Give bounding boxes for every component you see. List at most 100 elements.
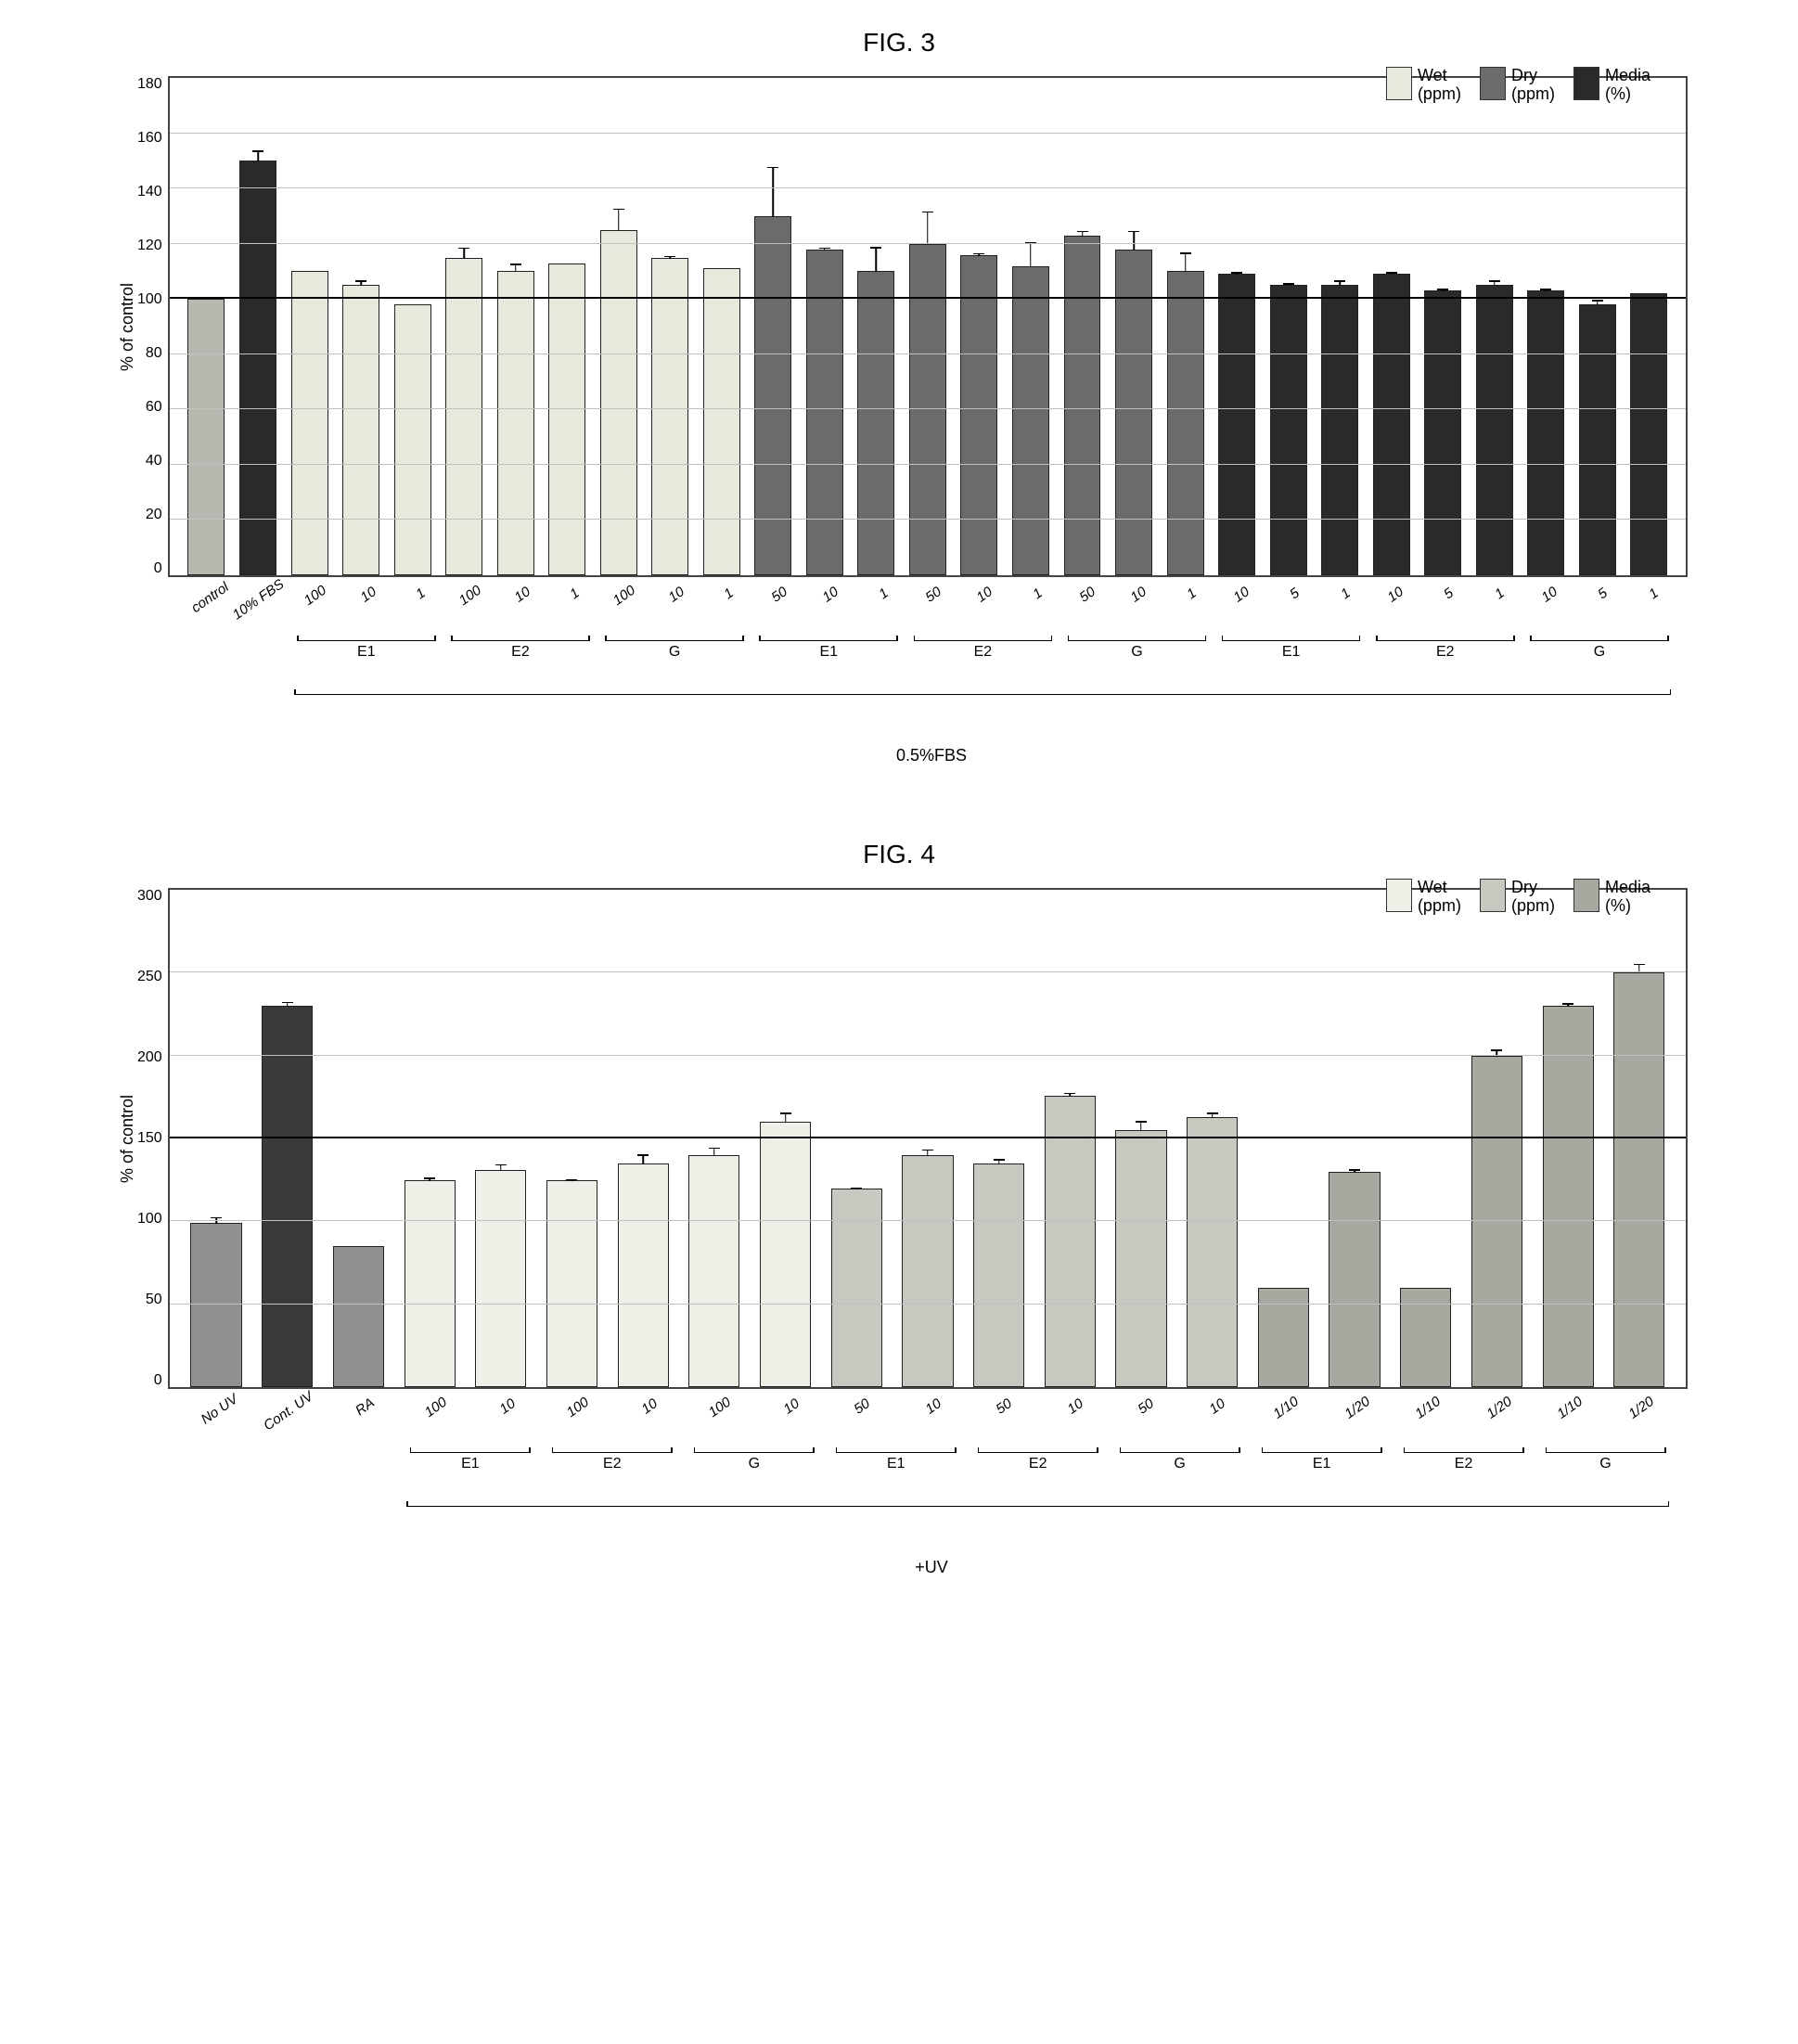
bar-slot xyxy=(1624,78,1676,575)
error-bar xyxy=(1077,231,1088,237)
group-bracket xyxy=(1376,640,1515,641)
y-tick: 50 xyxy=(146,1292,162,1308)
x-label: 10 xyxy=(1231,584,1252,605)
bar xyxy=(239,161,276,575)
x-label: 1 xyxy=(1030,585,1046,603)
group-bracket xyxy=(552,1452,673,1453)
y-tick: 250 xyxy=(137,969,162,985)
x-label-slot: 1/20 xyxy=(1322,1393,1393,1448)
error-bar xyxy=(780,1112,791,1123)
bar-slot xyxy=(181,890,252,1387)
bar-slot xyxy=(1248,890,1319,1387)
bar-slot xyxy=(387,78,439,575)
y-tick: 180 xyxy=(137,76,162,93)
x-label-slot: 1 xyxy=(1162,581,1214,636)
bar-slot xyxy=(893,890,964,1387)
bar xyxy=(394,304,431,575)
bar xyxy=(190,1223,241,1387)
bar xyxy=(703,268,740,575)
error-bar xyxy=(1437,289,1448,291)
group-bracket xyxy=(759,640,898,641)
x-label-slot: 50 xyxy=(967,1393,1037,1448)
y-tick: 140 xyxy=(137,184,162,200)
bar-slot xyxy=(1314,78,1366,575)
x-label-slot: 1 xyxy=(1008,581,1060,636)
group-bracket xyxy=(1404,1452,1524,1453)
x-label: 50 xyxy=(852,1395,873,1417)
bar-slot xyxy=(251,890,323,1387)
bar xyxy=(262,1006,313,1387)
group-label: E1 xyxy=(1313,1456,1331,1472)
y-tick: 0 xyxy=(154,1372,162,1389)
bar-slot xyxy=(536,890,608,1387)
x-label-slot: 1 xyxy=(1316,581,1368,636)
x-label-slot: 1 xyxy=(854,581,905,636)
group-label: E2 xyxy=(974,644,993,661)
bar xyxy=(1543,1006,1594,1387)
bar-slot xyxy=(799,78,851,575)
gridline xyxy=(170,971,1686,972)
group-bracket xyxy=(1530,640,1669,641)
x-label-slot: 100 xyxy=(683,1393,753,1448)
bar-slot xyxy=(593,78,645,575)
x-label: 10 xyxy=(638,1395,660,1417)
x-label-slot: 10 xyxy=(896,1393,967,1448)
legend-text: Wet(ppm) xyxy=(1418,67,1461,104)
x-label: 1/20 xyxy=(1625,1394,1657,1422)
gridline xyxy=(170,408,1686,409)
bar-slot xyxy=(284,78,336,575)
legend-text: Wet(ppm) xyxy=(1418,879,1461,916)
y-tick: 80 xyxy=(146,345,162,362)
bar-slot xyxy=(696,78,748,575)
bar-slot xyxy=(679,890,751,1387)
x-label: 1 xyxy=(1492,585,1508,603)
legend-swatch xyxy=(1573,67,1599,100)
bar-slot xyxy=(1533,890,1604,1387)
bar xyxy=(1579,304,1616,575)
bar-slot xyxy=(1603,890,1675,1387)
error-bar xyxy=(1064,1093,1075,1097)
bar xyxy=(960,255,997,575)
y-tick: 100 xyxy=(137,1211,162,1228)
bar-slot xyxy=(1469,78,1521,575)
group-bracket xyxy=(836,1452,957,1453)
y-tick: 150 xyxy=(137,1130,162,1147)
bar xyxy=(475,1170,526,1387)
y-tick: 60 xyxy=(146,399,162,416)
error-bar xyxy=(1562,1003,1573,1007)
error-bar xyxy=(1283,283,1294,286)
x-label: 10 xyxy=(1539,584,1560,605)
bar xyxy=(973,1163,1024,1387)
fig3-outer-label: 0.5%FBS xyxy=(175,746,1688,765)
bar xyxy=(1373,274,1410,575)
legend-text: Dry(ppm) xyxy=(1511,879,1555,916)
error-bar xyxy=(973,253,984,256)
x-label-slot: 1/10 xyxy=(1393,1393,1463,1448)
fig3-outer-group xyxy=(186,694,1676,713)
error-bar xyxy=(495,1164,507,1171)
x-label: 10 xyxy=(1385,584,1406,605)
bar xyxy=(1218,274,1255,575)
error-bar xyxy=(566,1179,577,1181)
error-bar xyxy=(1207,1112,1218,1117)
x-label: control xyxy=(188,579,232,616)
group-bracket xyxy=(451,640,590,641)
fig4-outer-label: +UV xyxy=(175,1558,1688,1577)
figure-3: FIG. 3 Wet(ppm)Dry(ppm)Media(%) % of con… xyxy=(28,28,1770,765)
reference-line xyxy=(170,1137,1686,1138)
fig4-plot-area xyxy=(168,888,1688,1389)
error-bar xyxy=(1231,272,1242,275)
x-label: 1 xyxy=(1184,585,1200,603)
x-label-slot: 1/20 xyxy=(1463,1393,1534,1448)
x-label-slot: 50 xyxy=(1060,581,1111,636)
fig3-legend: Wet(ppm)Dry(ppm)Media(%) xyxy=(1386,67,1650,104)
x-label-slot: 5 xyxy=(1573,581,1625,636)
bar xyxy=(1424,290,1461,575)
group-bracket xyxy=(1120,1452,1240,1453)
y-tick: 100 xyxy=(137,291,162,308)
fig3-plot-area xyxy=(168,76,1688,577)
group-bracket xyxy=(978,1452,1098,1453)
bar xyxy=(187,299,225,575)
x-label: 1/20 xyxy=(1342,1394,1373,1422)
bar xyxy=(1187,1117,1238,1387)
